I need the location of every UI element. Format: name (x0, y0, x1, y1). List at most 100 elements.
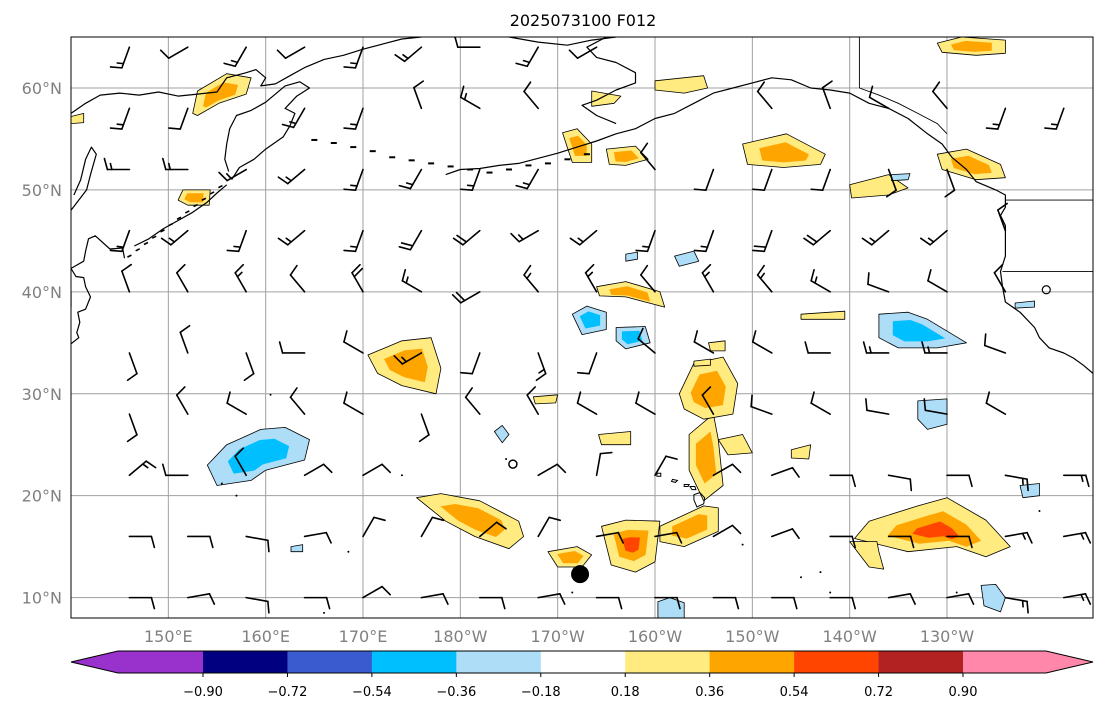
barb-staff (128, 413, 138, 436)
barb-flag (804, 341, 810, 354)
barb-staff (810, 402, 832, 415)
barb-staff (420, 413, 430, 436)
barb-flag (281, 123, 295, 129)
contour-fill (717, 434, 753, 456)
barb-flag (862, 341, 868, 354)
barb-flag (277, 237, 289, 246)
barb-staff (770, 466, 794, 477)
barb-staff (303, 463, 325, 477)
coastline (134, 184, 228, 247)
wind-barb (770, 528, 800, 540)
barb-half-flag (868, 346, 872, 354)
colorbar-tick-label: 0.90 (949, 685, 978, 700)
barb-staff (459, 291, 481, 304)
small-island (800, 576, 802, 579)
barb-staff (179, 331, 189, 354)
wind-barb (515, 46, 540, 68)
wind-barb (654, 455, 678, 477)
small-island (269, 393, 272, 396)
barb-flag (325, 531, 332, 544)
wind-barb (510, 229, 540, 243)
barb-flag (559, 592, 566, 605)
barb-staff (887, 474, 912, 480)
positive-region (790, 444, 812, 460)
contour-fill (672, 514, 708, 539)
barb-half-flag (577, 237, 584, 243)
barb-staff (595, 531, 620, 538)
wind-barb (635, 229, 656, 253)
barb-flag (243, 372, 255, 382)
island (693, 492, 706, 508)
island-ring (1041, 285, 1051, 295)
contour-fill (950, 155, 992, 175)
barb-staff (751, 341, 773, 354)
barb-flag (1026, 478, 1029, 492)
contour-fill (1014, 300, 1035, 309)
barb-flag (401, 268, 407, 282)
barb-flag (418, 434, 430, 443)
barb-flag (515, 62, 529, 68)
negative-region (206, 426, 310, 486)
barb-staff (362, 516, 375, 538)
contour-fill (654, 75, 708, 94)
coastline (581, 37, 637, 125)
barb-flag (267, 600, 270, 614)
barb-staff (812, 229, 832, 246)
barb-flag (289, 264, 298, 276)
barb-flag (1084, 592, 1092, 605)
wind-barb (526, 386, 540, 415)
barb-staff (701, 394, 715, 415)
wind-barb (946, 592, 975, 605)
barb-staff (924, 409, 948, 415)
wind-barb (997, 202, 1008, 232)
barb-flag (381, 463, 391, 474)
barb-staff (932, 90, 948, 110)
barb-staff (701, 271, 715, 293)
positive-region (591, 90, 622, 107)
kuril-island (201, 197, 207, 201)
barb-staff (588, 352, 598, 375)
barb-staff (286, 229, 306, 246)
wind-barb (810, 391, 832, 415)
barb-staff (523, 90, 540, 110)
barb-half-flag (1080, 474, 1084, 483)
wind-barb (362, 516, 386, 538)
barb-flag (556, 463, 567, 474)
barb-staff (870, 229, 890, 246)
barb-staff (121, 229, 131, 253)
wind-barb (1004, 474, 1029, 492)
colorbar-swatch (287, 651, 373, 673)
lon-label: 130°W (920, 627, 975, 646)
small-island (220, 482, 223, 485)
barb-staff (471, 168, 481, 191)
barb-staff (705, 229, 715, 253)
barb-staff (526, 394, 540, 415)
barb-half-flag (700, 245, 709, 248)
colorbar-swatch (794, 651, 880, 673)
barb-staff (640, 274, 656, 293)
barb-flag (701, 386, 712, 396)
barb-flag (909, 535, 915, 549)
coastline (71, 37, 422, 114)
wind-barb (810, 168, 832, 191)
position-marker (571, 565, 590, 584)
wind-barb (343, 46, 364, 69)
barb-staff (929, 229, 948, 246)
barb-staff (537, 463, 559, 477)
wind-barb (635, 391, 656, 415)
contour-fill (591, 90, 622, 107)
wind-barb (343, 330, 364, 354)
positive-region (605, 145, 649, 166)
wind-barb (1063, 474, 1090, 488)
barb-half-flag (703, 271, 710, 278)
wind-barb (176, 386, 189, 415)
wind-barb (277, 229, 306, 246)
wind-barb (128, 596, 156, 610)
barb-staff (518, 229, 540, 243)
wind-barb (459, 85, 481, 110)
wind-barb (303, 531, 332, 544)
lat-label: 20°N (22, 487, 62, 506)
small-island (400, 474, 403, 477)
barb-flag (803, 237, 815, 246)
wind-barb (932, 81, 948, 110)
